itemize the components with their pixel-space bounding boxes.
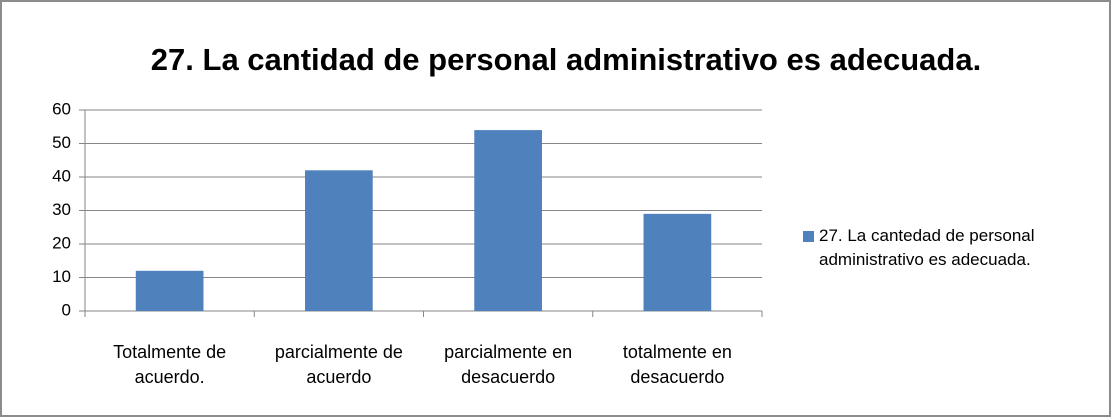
bar [305, 170, 373, 311]
y-tick-label: 0 [62, 300, 71, 319]
x-tick-label: totalmente en desacuerdo [622, 342, 732, 387]
y-tick-label: 40 [52, 166, 71, 185]
y-tick-label: 20 [52, 233, 71, 252]
y-tick-label: 60 [52, 99, 71, 118]
x-tick-label: parcialmente de acuerdo [274, 342, 403, 387]
chart-title: 27. La cantidad de personal administrati… [151, 42, 981, 77]
legend-label: 27. La cantedad de personal administrati… [819, 226, 1035, 269]
bar [135, 270, 204, 311]
y-tick-label: 50 [52, 133, 71, 152]
bar [474, 130, 542, 311]
y-tick-label: 10 [52, 267, 71, 286]
x-tick-label: Totalmente de acuerdo. [113, 342, 227, 387]
x-tick-label: parcialmente en desacuerdo [444, 342, 573, 387]
legend-swatch [803, 231, 814, 242]
bar [643, 213, 712, 311]
y-tick-label: 30 [52, 200, 71, 219]
